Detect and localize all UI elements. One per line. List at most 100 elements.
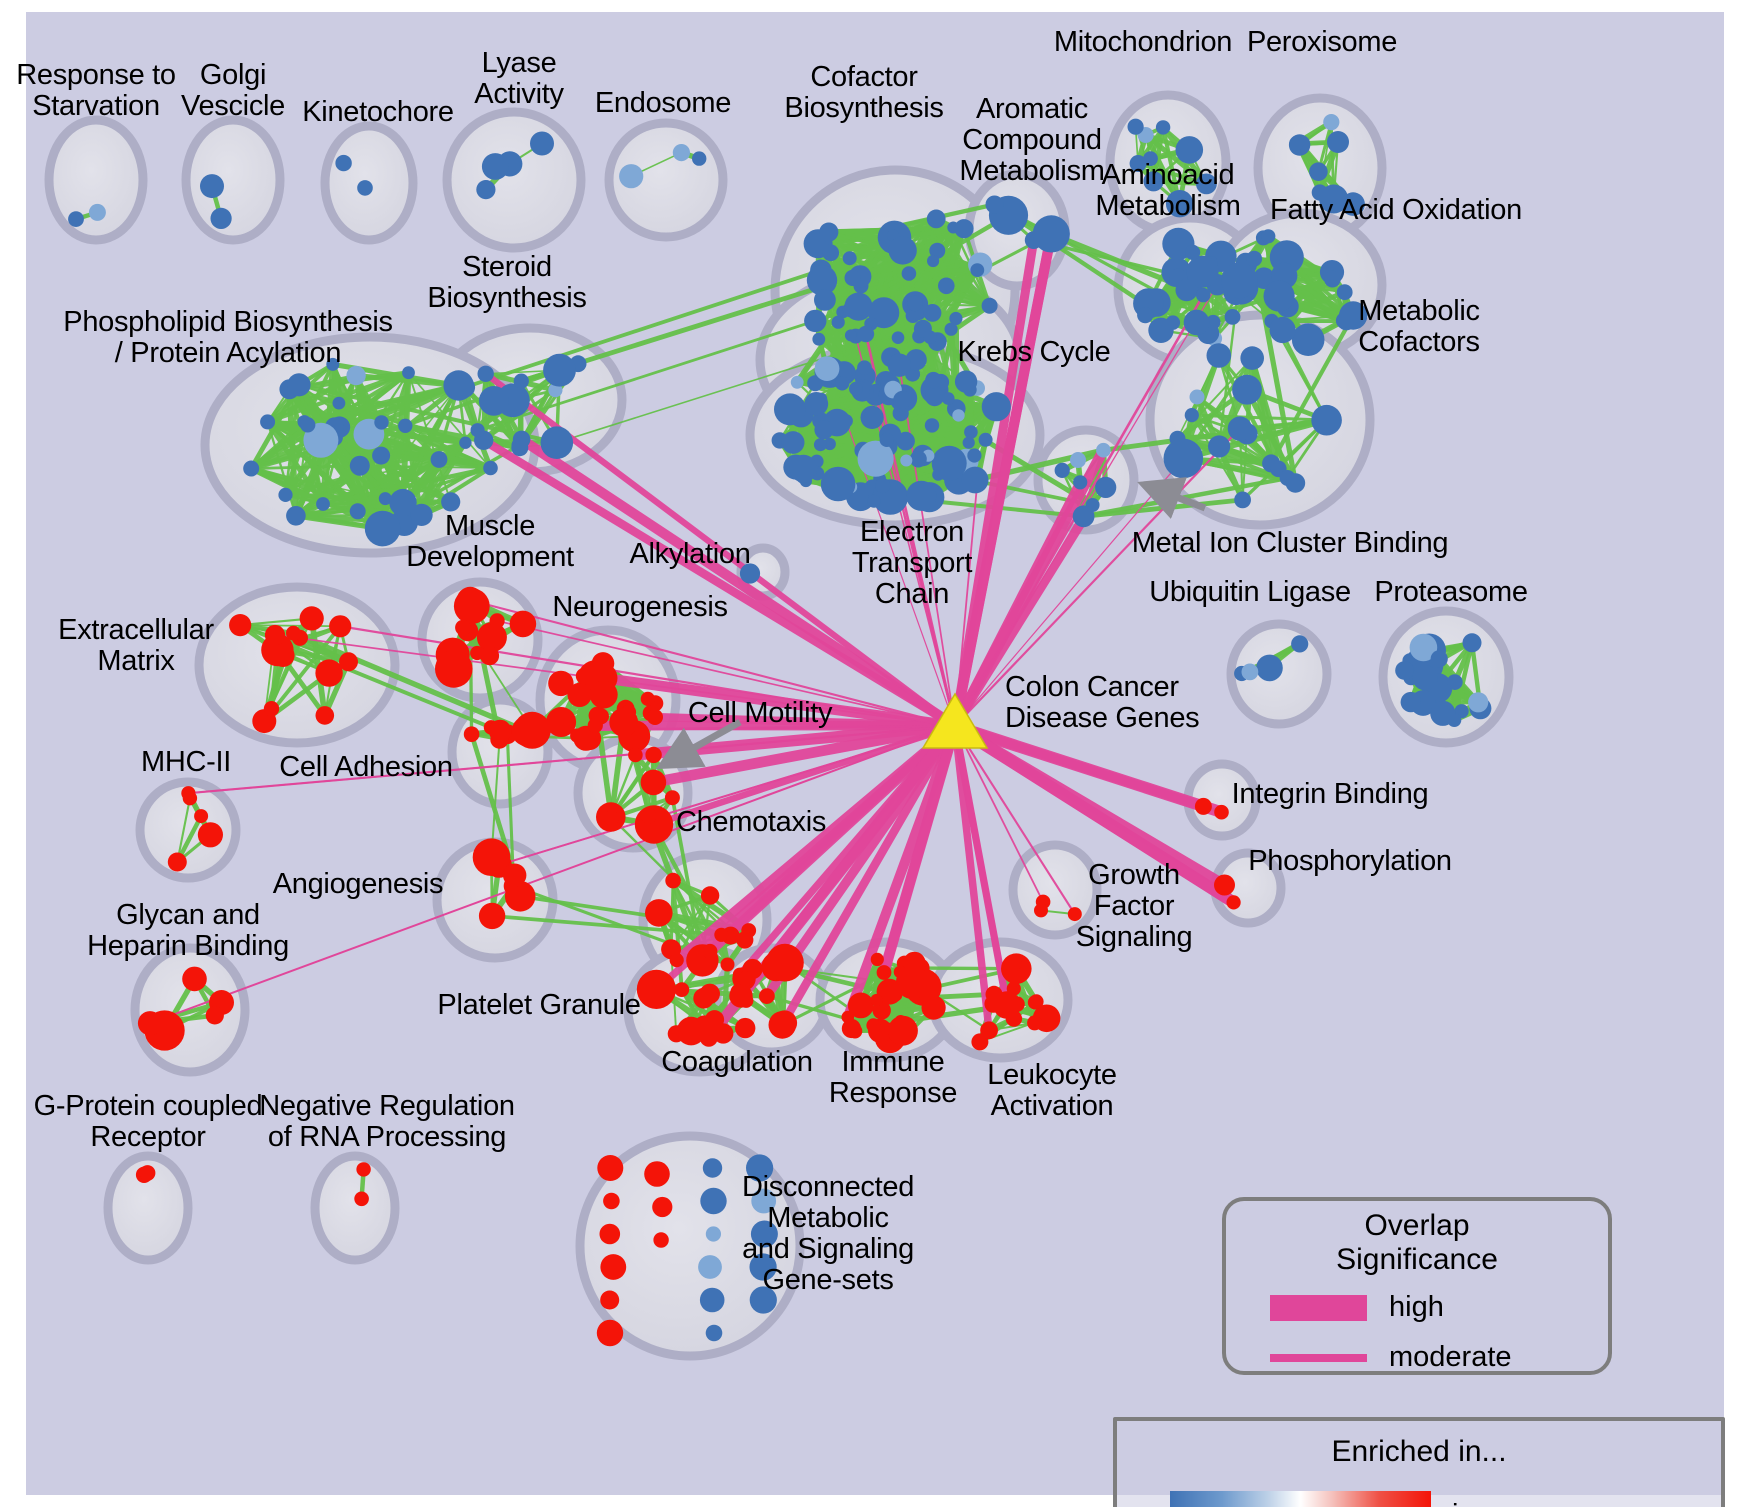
gene-set-node (844, 329, 857, 342)
gene-set-node (346, 365, 366, 386)
significance-edge (953, 720, 1224, 818)
gene-set-node (488, 719, 512, 743)
gene-set-node (503, 863, 527, 887)
gene-set-node (1070, 452, 1086, 468)
gene-set-node (1185, 244, 1201, 260)
gene-set-node (286, 625, 301, 641)
gene-set-node (652, 1196, 673, 1218)
gene-set-node (1148, 317, 1174, 343)
gene-set-node (349, 455, 370, 476)
gene-set-node (402, 366, 415, 380)
gene-set-node (1183, 309, 1210, 336)
gene-set-node (596, 1319, 624, 1347)
gene-set-node (700, 1187, 727, 1215)
overlap-legend-title: Overlap Significance (1336, 1209, 1498, 1276)
gene-set-node (181, 786, 196, 801)
gene-set-node (1261, 229, 1276, 244)
gene-set-node (887, 1015, 918, 1046)
gene-set-node (814, 420, 834, 440)
gene-set-node (870, 993, 883, 1007)
gene-set-node (200, 174, 224, 199)
gene-set-node (1226, 895, 1241, 910)
gene-set-node (961, 466, 989, 494)
gene-set-node (1263, 280, 1295, 312)
gene-set-node (692, 151, 707, 166)
gene-set-node (315, 706, 335, 725)
gene-set-node (849, 381, 863, 396)
overlap-edge (296, 383, 385, 531)
gene-set-node (1143, 171, 1164, 192)
gene-set-node (875, 478, 891, 494)
gene-set-node (286, 506, 306, 526)
gene-set-node (481, 153, 509, 180)
gene-set-node (927, 254, 940, 268)
gene-set-node (509, 610, 537, 638)
overlap-edge (404, 424, 491, 469)
gene-set-node (729, 984, 753, 1008)
gene-set-node (763, 956, 780, 974)
gene-set-node (720, 957, 735, 972)
gene-set-node (847, 992, 874, 1019)
gene-set-node (480, 646, 500, 666)
gene-set-node (389, 488, 417, 517)
gene-set-node (137, 1011, 163, 1036)
gene-set-node (831, 315, 845, 329)
gene-set-node (210, 207, 232, 229)
gene-set-node (478, 386, 509, 416)
gene-set-node (472, 838, 511, 876)
gene-set-node (483, 460, 498, 476)
gene-set-node (530, 131, 554, 156)
gene-set-node (435, 650, 473, 688)
gene-set-node (1327, 131, 1349, 153)
gene-set-node (1409, 633, 1438, 662)
overlap-significance-legend: Overlap Significance high moderate (1222, 1197, 1612, 1375)
gene-set-node (287, 373, 311, 397)
gene-set-node (68, 211, 84, 228)
gene-set-node (1253, 267, 1275, 290)
gene-set-node (1189, 389, 1205, 405)
gene-set-node (1241, 663, 1259, 681)
gene-set-node (1289, 136, 1304, 151)
gene-set-node (926, 209, 946, 229)
gene-set-node (804, 309, 827, 333)
gene-set-node (1462, 633, 1482, 653)
gene-set-node (814, 356, 840, 381)
gene-set-node (698, 1255, 722, 1279)
gene-set-node (1400, 691, 1422, 713)
gene-set-node (964, 425, 978, 439)
significance-edge (950, 447, 1109, 729)
gene-set-node (774, 393, 806, 426)
gene-set-node (326, 357, 340, 371)
gene-set-node (1163, 438, 1204, 479)
gene-set-node (888, 236, 917, 265)
gene-set-node (546, 707, 577, 737)
gene-set-node (980, 1021, 998, 1040)
gene-set-node (548, 670, 574, 697)
enrichment-legend: Enriched in... Down Up in cancer samples… (1113, 1417, 1725, 1507)
colon-cancer-hub[interactable] (921, 692, 989, 749)
overlap-edge (250, 466, 325, 507)
gene-set-node (664, 790, 680, 806)
gene-set-node (599, 1223, 621, 1245)
gene-set-node (1054, 462, 1070, 478)
gene-set-node (645, 899, 673, 927)
gene-set-node (941, 392, 955, 405)
gene-set-node (667, 1025, 685, 1043)
gene-set-node (167, 852, 187, 872)
gene-set-node (813, 438, 827, 452)
gene-set-node (1206, 343, 1232, 368)
gene-set-node (768, 1011, 797, 1039)
significance-edge (954, 725, 1076, 915)
gene-set-node (949, 311, 963, 326)
gene-set-node (924, 418, 940, 433)
gene-set-node (139, 1165, 156, 1181)
gene-set-node (857, 325, 875, 343)
gene-set-node (925, 387, 945, 407)
gene-set-node (476, 180, 496, 200)
cluster-hull (181, 115, 285, 245)
enrichment-legend-title: Enriched in... (1331, 1435, 1507, 1468)
label-arrows (655, 477, 1207, 770)
gene-set-node (705, 1324, 723, 1342)
gene-set-node (906, 480, 937, 511)
